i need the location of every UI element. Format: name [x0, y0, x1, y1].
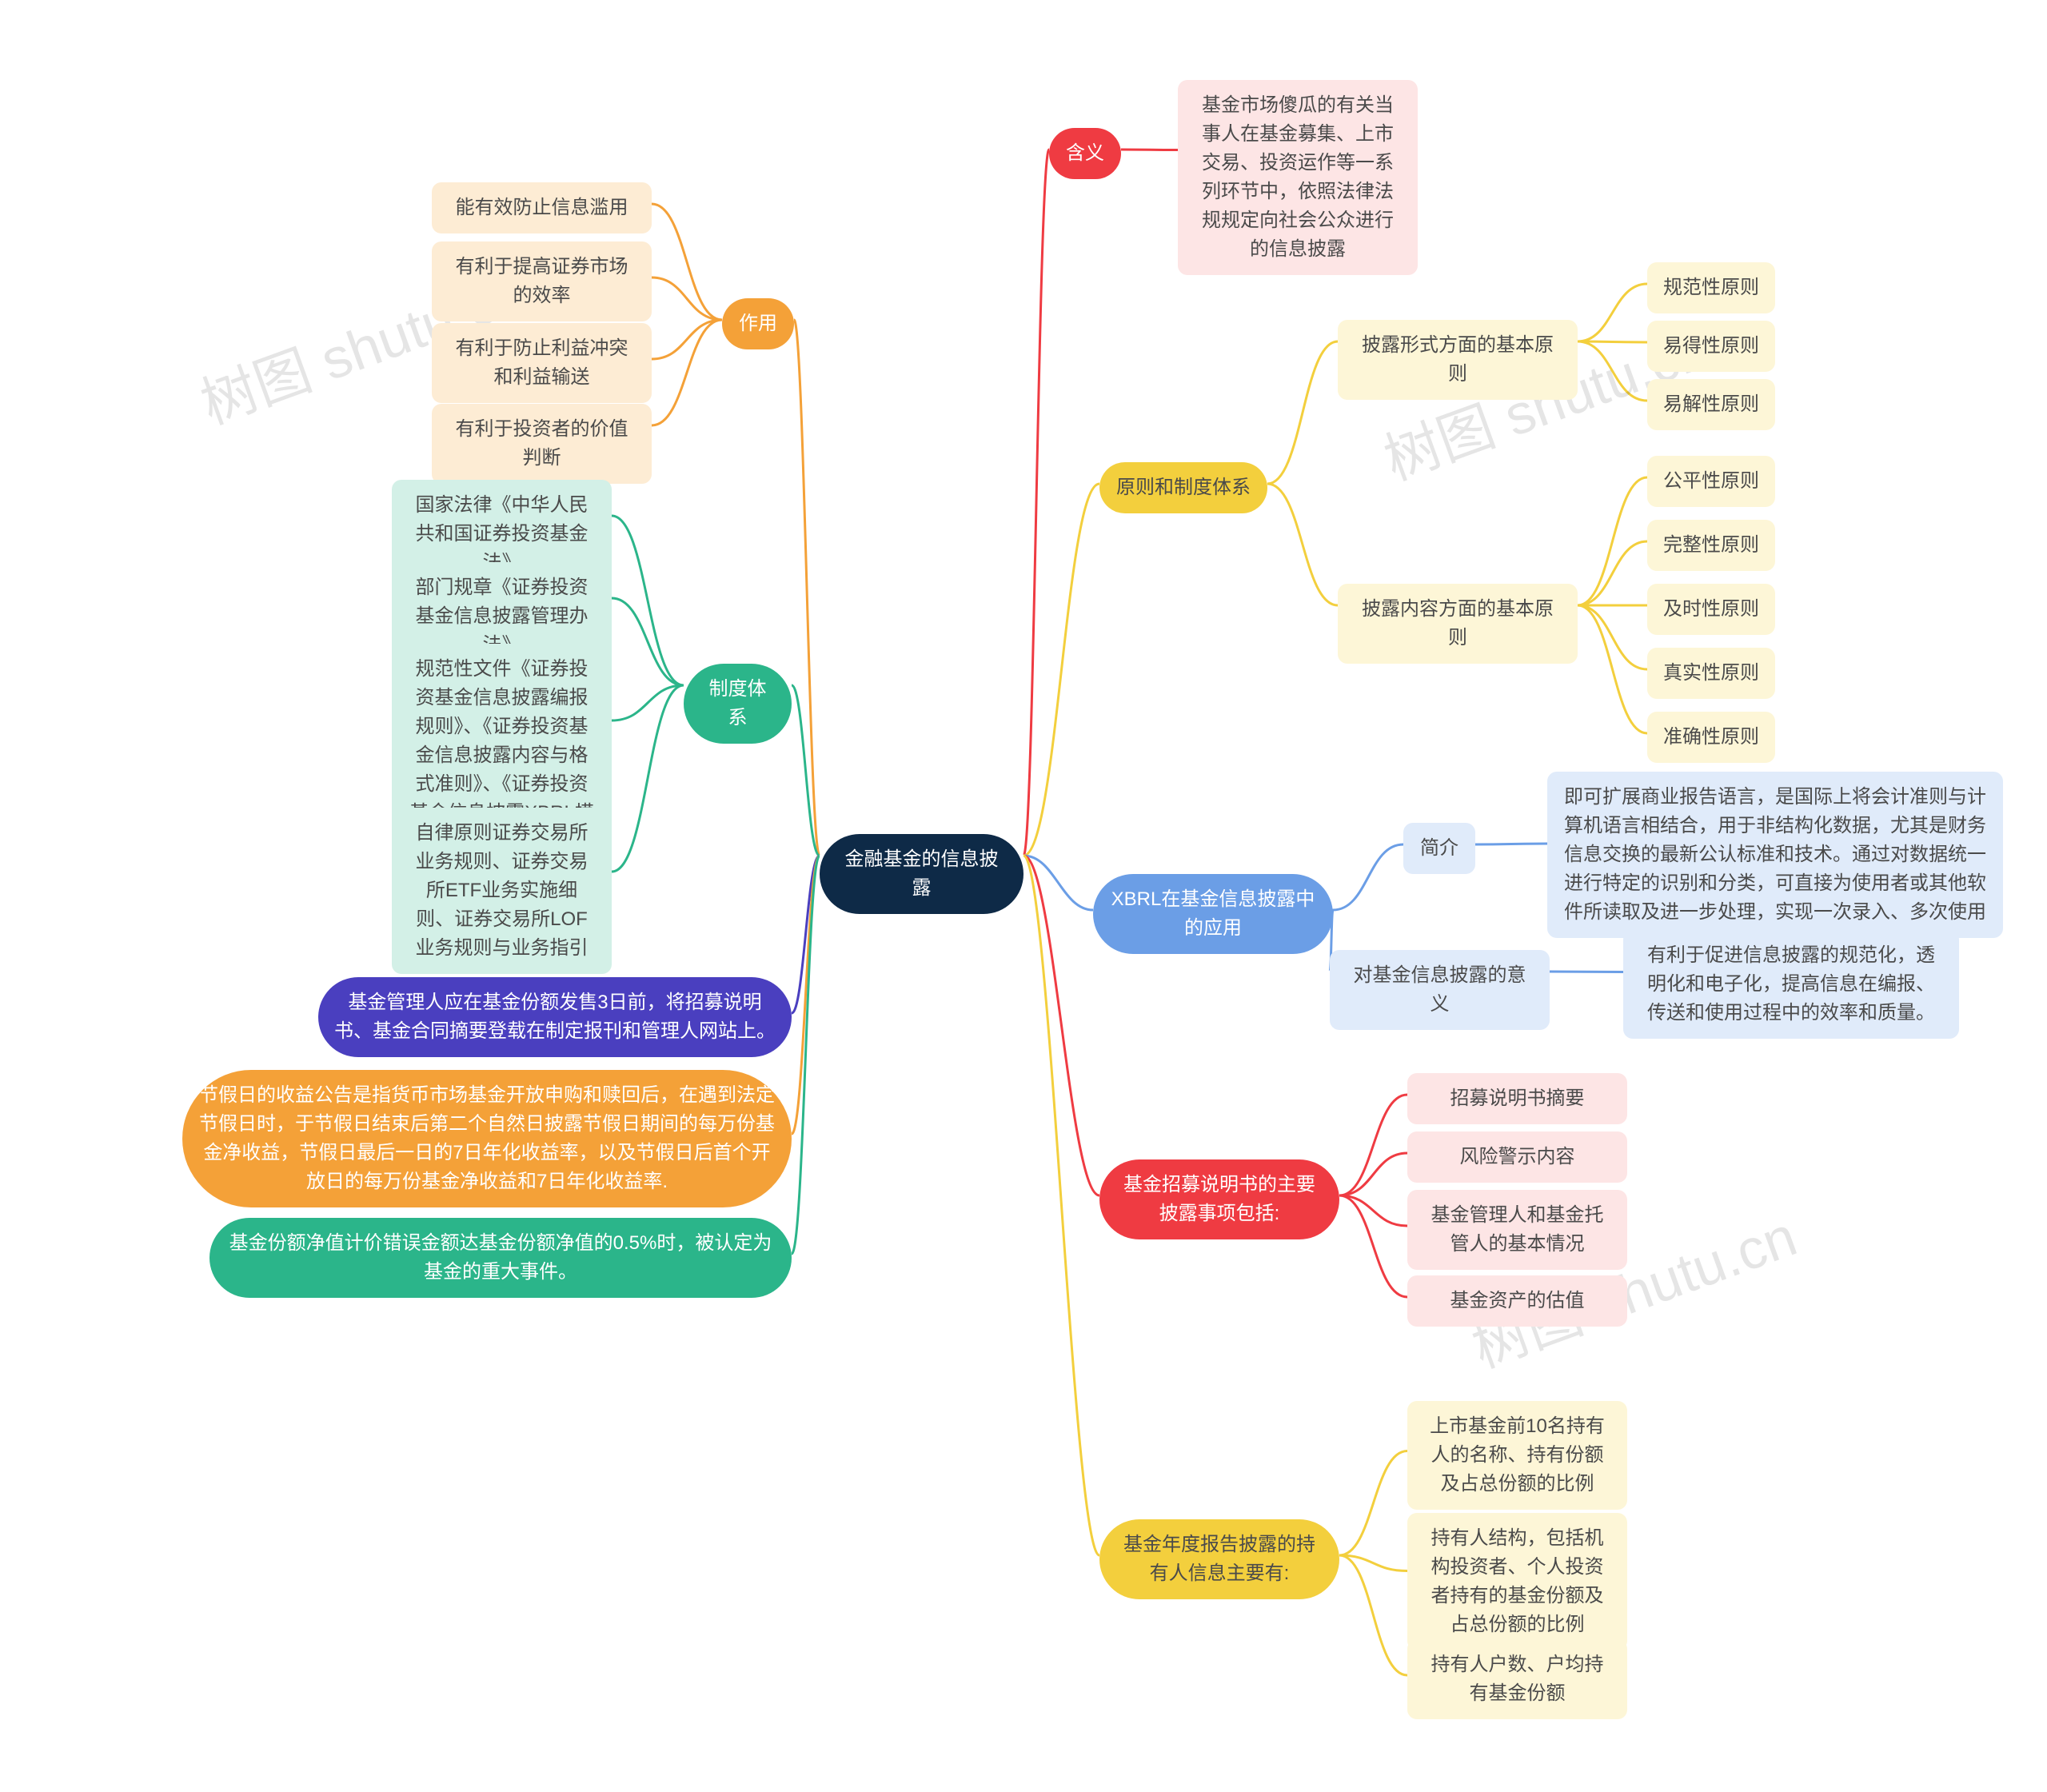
- principle-content-item-1[interactable]: 完整性原则: [1647, 520, 1775, 571]
- annual-item-2[interactable]: 持有人户数、户均持有基金份额: [1407, 1639, 1627, 1719]
- annual-item-0-label: 上市基金前10名持有人的名称、持有份额及占总份额的比例: [1423, 1412, 1611, 1499]
- xbrl-intro-detail[interactable]: 即可扩展商业报告语言，是国际上将会计准则与计算机语言相结合，用于非结构化数据，尤…: [1547, 772, 2003, 938]
- xbrl-intro-node[interactable]: 简介: [1403, 823, 1475, 874]
- role-item-1[interactable]: 有利于提高证券市场的效率: [432, 241, 652, 321]
- principle-content-item-4-label: 准确性原则: [1663, 723, 1759, 752]
- system-node-label: 制度体系: [700, 675, 776, 732]
- prospectus-item-3-label: 基金资产的估值: [1450, 1287, 1585, 1315]
- meaning-detail[interactable]: 基金市场傻瓜的有关当事人在基金募集、上市交易、投资运作等一系列环节中，依照法律法…: [1178, 80, 1418, 275]
- role-node[interactable]: 作用: [722, 298, 794, 349]
- note-3[interactable]: 基金份额净值计价错误金额达基金份额净值的0.5%时，被认定为基金的重大事件。: [209, 1218, 792, 1298]
- role-item-2[interactable]: 有利于防止利益冲突和利益输送: [432, 323, 652, 403]
- xbrl-sig-detail[interactable]: 有利于促进信息披露的规范化，透明化和电子化，提高信息在编报、传送和使用过程中的效…: [1623, 930, 1959, 1039]
- xbrl-sig-detail-label: 有利于促进信息披露的规范化，透明化和电子化，提高信息在编报、传送和使用过程中的效…: [1639, 941, 1943, 1028]
- role-item-2-label: 有利于防止利益冲突和利益输送: [448, 334, 636, 392]
- meaning-detail-label: 基金市场傻瓜的有关当事人在基金募集、上市交易、投资运作等一系列环节中，依照法律法…: [1194, 91, 1402, 264]
- principle-content-item-0-label: 公平性原则: [1663, 467, 1759, 496]
- annual-item-2-label: 持有人户数、户均持有基金份额: [1423, 1650, 1611, 1708]
- prospectus-item-0-label: 招募说明书摘要: [1450, 1084, 1585, 1113]
- role-item-3[interactable]: 有利于投资者的价值判断: [432, 404, 652, 484]
- xbrl-intro-node-label: 简介: [1420, 834, 1458, 863]
- note-1[interactable]: 基金管理人应在基金份额发售3日前，将招募说明书、基金合同摘要登载在制定报刊和管理…: [318, 977, 792, 1057]
- prospectus-item-1-label: 风险警示内容: [1460, 1143, 1575, 1171]
- meaning-node-label: 含义: [1066, 139, 1104, 168]
- annual-item-1[interactable]: 持有人结构，包括机构投资者、个人投资者持有的基金份额及占总份额的比例: [1407, 1513, 1627, 1650]
- principle-content-item-3[interactable]: 真实性原则: [1647, 648, 1775, 699]
- principle-form-item-2-label: 易解性原则: [1663, 390, 1759, 419]
- prospectus-item-3[interactable]: 基金资产的估值: [1407, 1275, 1627, 1327]
- system-item-3[interactable]: 自律原则证券交易所业务规则、证券交易所ETF业务实施细则、证券交易所LOF业务规…: [392, 808, 612, 974]
- note-2[interactable]: 节假日的收益公告是指货币市场基金开放申购和赎回后，在遇到法定节假日时，于节假日结…: [182, 1070, 792, 1207]
- principle-content-item-3-label: 真实性原则: [1663, 659, 1759, 688]
- role-node-label: 作用: [739, 309, 777, 338]
- principle-content-item-2-label: 及时性原则: [1663, 595, 1759, 624]
- principle-form-node-label: 披露形式方面的基本原则: [1354, 331, 1562, 389]
- principle-content-item-0[interactable]: 公平性原则: [1647, 456, 1775, 507]
- prospectus-node-label: 基金招募说明书的主要披露事项包括:: [1115, 1171, 1323, 1228]
- xbrl-sig-node[interactable]: 对基金信息披露的意义: [1330, 950, 1550, 1030]
- principle-form-item-2[interactable]: 易解性原则: [1647, 379, 1775, 430]
- prospectus-item-2[interactable]: 基金管理人和基金托管人的基本情况: [1407, 1190, 1627, 1270]
- xbrl-node[interactable]: XBRL在基金信息披露中的应用: [1093, 874, 1333, 954]
- role-item-1-label: 有利于提高证券市场的效率: [448, 253, 636, 310]
- system-node[interactable]: 制度体系: [684, 664, 792, 744]
- role-item-3-label: 有利于投资者的价值判断: [448, 415, 636, 473]
- annual-item-1-label: 持有人结构，包括机构投资者、个人投资者持有的基金份额及占总份额的比例: [1423, 1524, 1611, 1639]
- note-3-label: 基金份额净值计价错误金额达基金份额净值的0.5%时，被认定为基金的重大事件。: [225, 1229, 776, 1287]
- prospectus-item-0[interactable]: 招募说明书摘要: [1407, 1073, 1627, 1124]
- principle-content-item-1-label: 完整性原则: [1663, 531, 1759, 560]
- annual-node[interactable]: 基金年度报告披露的持有人信息主要有:: [1099, 1519, 1339, 1599]
- annual-node-label: 基金年度报告披露的持有人信息主要有:: [1115, 1531, 1323, 1588]
- principle-content-node-label: 披露内容方面的基本原则: [1354, 595, 1562, 653]
- xbrl-intro-detail-label: 即可扩展商业报告语言，是国际上将会计准则与计算机语言相结合，用于非结构化数据，尤…: [1563, 783, 1987, 927]
- principle-form-item-0[interactable]: 规范性原则: [1647, 262, 1775, 313]
- principle-form-node[interactable]: 披露形式方面的基本原则: [1338, 320, 1578, 400]
- principle-form-item-1-label: 易得性原则: [1663, 332, 1759, 361]
- prospectus-item-2-label: 基金管理人和基金托管人的基本情况: [1423, 1201, 1611, 1259]
- prospectus-item-1[interactable]: 风险警示内容: [1407, 1131, 1627, 1183]
- role-item-0[interactable]: 能有效防止信息滥用: [432, 182, 652, 233]
- root-node[interactable]: 金融基金的信息披露: [820, 834, 1024, 914]
- prospectus-node[interactable]: 基金招募说明书的主要披露事项包括:: [1099, 1159, 1339, 1239]
- xbrl-sig-node-label: 对基金信息披露的意义: [1346, 961, 1534, 1019]
- role-item-0-label: 能有效防止信息滥用: [456, 194, 628, 222]
- principle-content-item-4[interactable]: 准确性原则: [1647, 712, 1775, 763]
- principle-content-item-2[interactable]: 及时性原则: [1647, 584, 1775, 635]
- principle-node-label: 原则和制度体系: [1116, 473, 1251, 502]
- annual-item-0[interactable]: 上市基金前10名持有人的名称、持有份额及占总份额的比例: [1407, 1401, 1627, 1510]
- system-item-3-label: 自律原则证券交易所业务规则、证券交易所ETF业务实施细则、证券交易所LOF业务规…: [408, 819, 596, 963]
- principle-form-item-0-label: 规范性原则: [1663, 273, 1759, 302]
- note-1-label: 基金管理人应在基金份额发售3日前，将招募说明书、基金合同摘要登载在制定报刊和管理…: [334, 988, 776, 1046]
- principle-form-item-1[interactable]: 易得性原则: [1647, 321, 1775, 372]
- principle-node[interactable]: 原则和制度体系: [1099, 462, 1267, 513]
- xbrl-node-label: XBRL在基金信息披露中的应用: [1109, 885, 1317, 943]
- principle-content-node[interactable]: 披露内容方面的基本原则: [1338, 584, 1578, 664]
- note-2-label: 节假日的收益公告是指货币市场基金开放申购和赎回后，在遇到法定节假日时，于节假日结…: [198, 1081, 776, 1196]
- meaning-node[interactable]: 含义: [1049, 128, 1121, 179]
- root-label: 金融基金的信息披露: [836, 845, 1008, 903]
